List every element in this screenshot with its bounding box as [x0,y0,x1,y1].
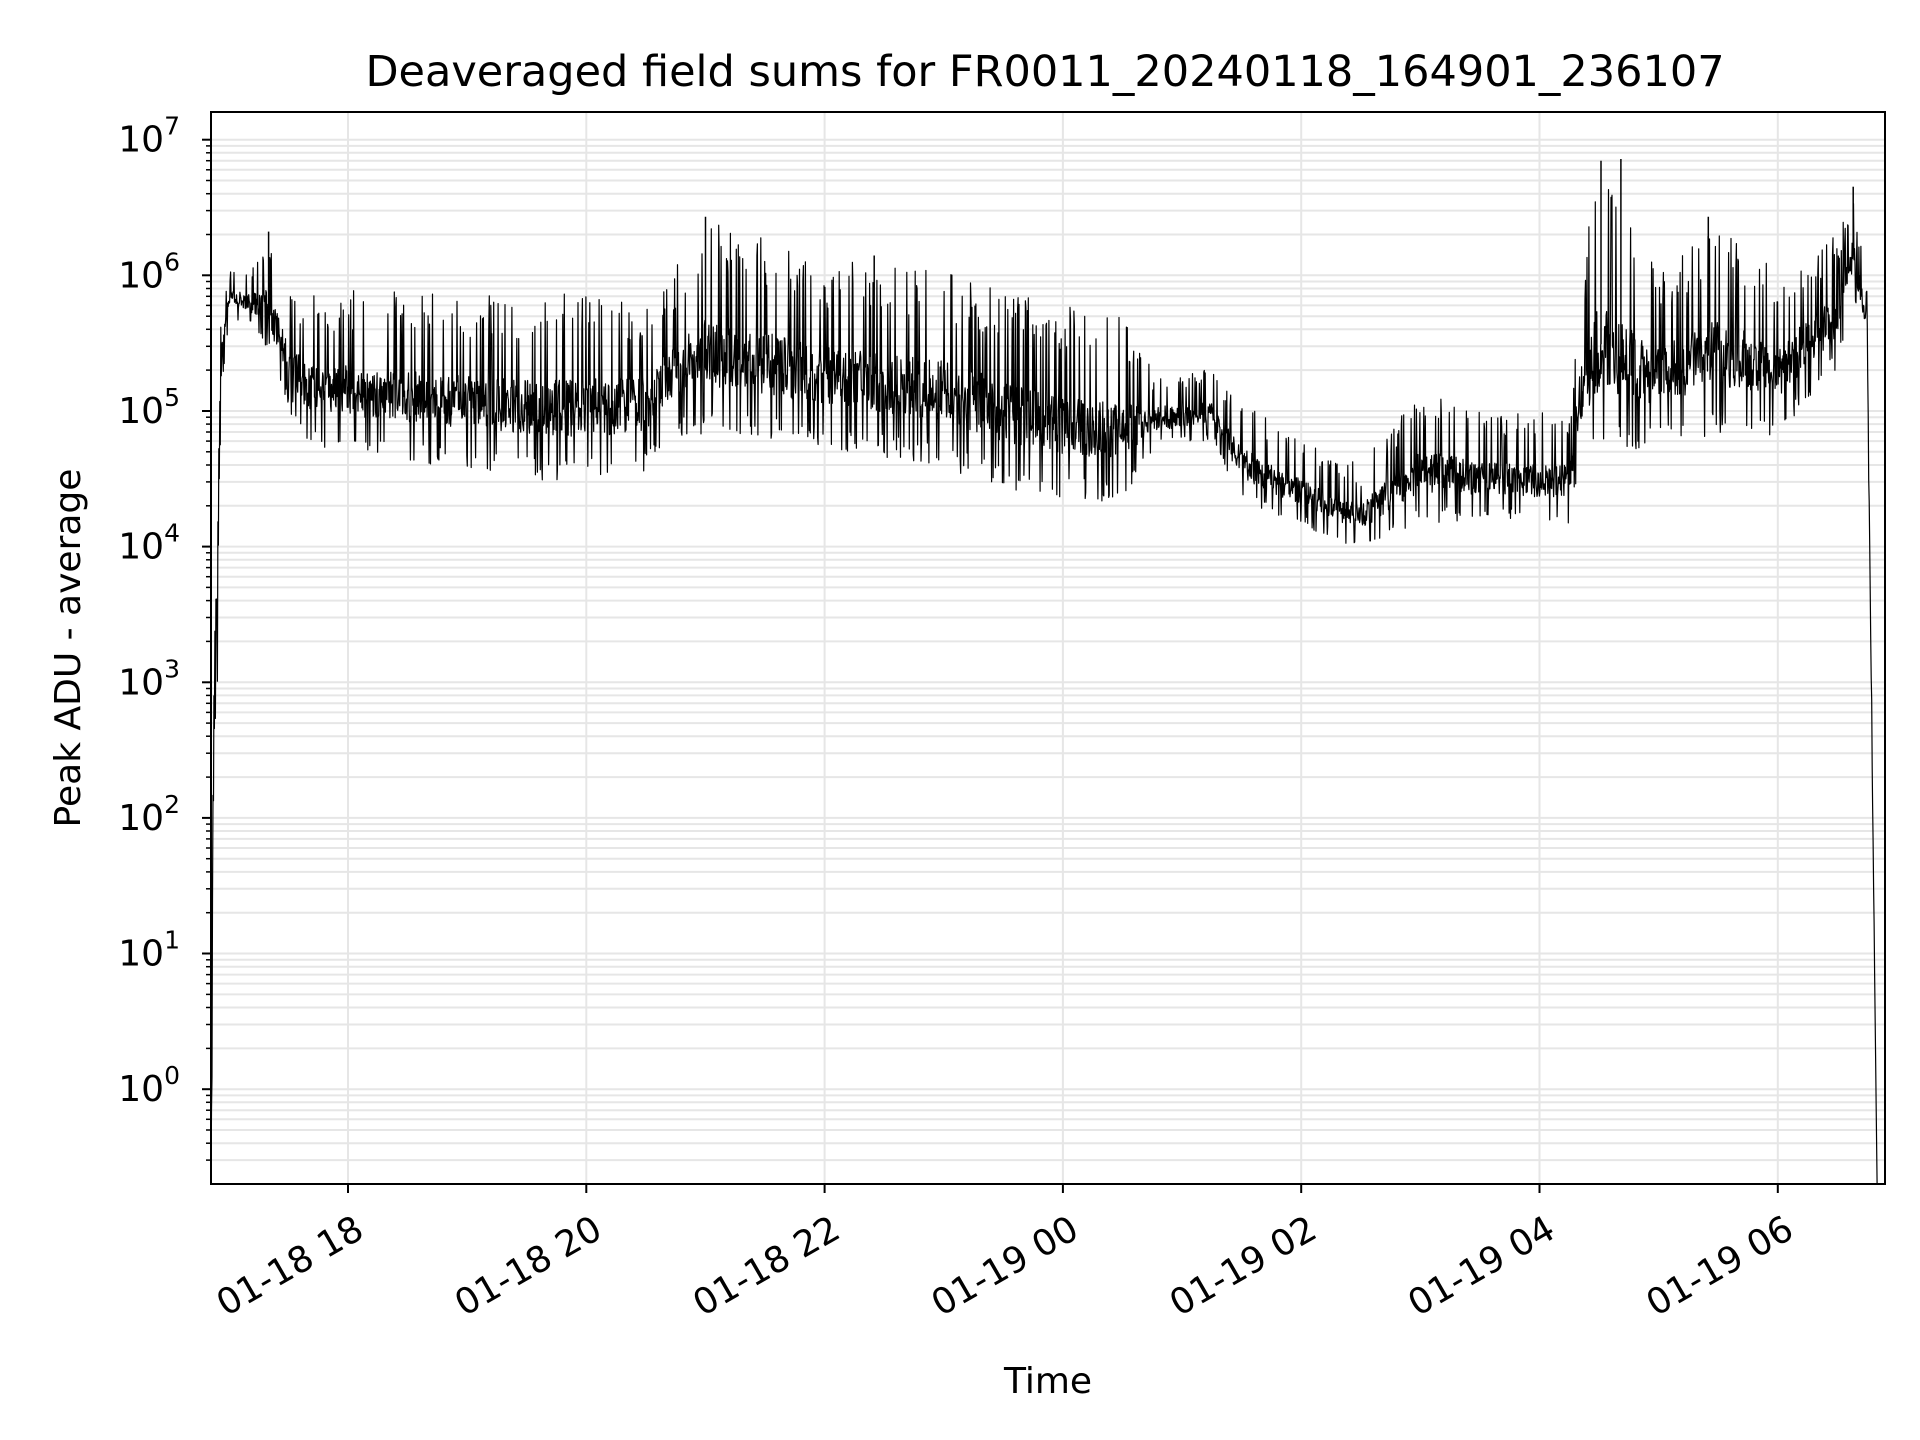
x-axis-label: Time [1003,1361,1092,1402]
y-tick-label: 102 [118,790,180,839]
x-axis: 01-18 18 01-18 20 01-18 22 01-19 00 01-19 02… [210,1184,1800,1325]
y-axis-label: Peak ADU - average [48,469,89,828]
y-tick-label: 104 [118,519,180,568]
y-tick-label: 107 [118,112,180,161]
x-tick-label: 01-19 06 [1640,1208,1801,1324]
y-tick-label: 105 [118,383,180,432]
x-tick-label: 01-18 22 [686,1208,847,1324]
x-tick-label: 01-18 18 [210,1208,371,1324]
y-tick-label: 106 [118,247,180,296]
x-tick-label: 01-18 20 [448,1208,609,1324]
minor-gridlines [211,144,1885,1162]
plot-frame [210,111,1886,1185]
x-tick-label: 01-19 04 [1401,1208,1562,1324]
data-series-line [210,189,1878,1185]
y-tick-label: 101 [118,926,180,975]
chart-title: Deaveraged field sums for FR0011_2024011… [365,47,1724,97]
x-tick-label: 01-19 02 [1163,1208,1324,1324]
x-tick-label: 01-19 00 [925,1208,1086,1324]
y-tick-label: 103 [118,654,180,703]
y-axis: 100 101 102 103 104 105 106 107 [118,112,211,1161]
y-tick-label: 100 [118,1061,180,1110]
plot-area [210,159,1878,1185]
